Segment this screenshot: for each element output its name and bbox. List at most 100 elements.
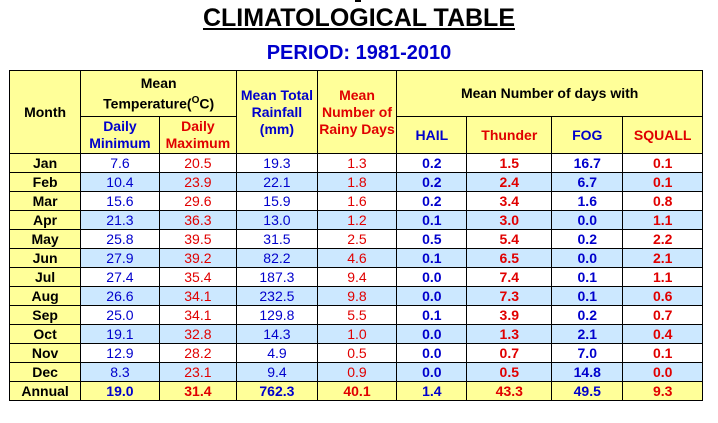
- max-cell: 35.4: [158, 267, 238, 287]
- rainy-cell: 1.2: [316, 210, 398, 230]
- table-row: Apr 21.3 36.3 13.0 1.2 0.1 3.0 0.0 1.1: [8, 210, 703, 230]
- hail-cell: 0.2: [396, 191, 468, 211]
- min-cell: 25.8: [80, 229, 160, 249]
- hail-cell: 0.1: [396, 210, 468, 230]
- table-row: Dec 8.3 23.1 9.4 0.9 0.0 0.5 14.8 0.0: [8, 362, 703, 382]
- annual-hail: 1.4: [396, 381, 468, 401]
- rainy-cell: 1.8: [316, 172, 398, 192]
- header-squall: SQUALL: [622, 116, 703, 154]
- squall-cell: 2.1: [622, 248, 703, 268]
- min-cell: 21.3: [80, 210, 160, 230]
- fog-cell: 1.6: [551, 191, 624, 211]
- rain-cell: 19.3: [236, 153, 318, 173]
- fog-cell: 16.7: [551, 153, 624, 173]
- rain-cell: 4.9: [236, 343, 318, 363]
- max-cell: 34.1: [158, 286, 238, 306]
- fog-cell: 0.1: [551, 267, 624, 287]
- top-mark: [355, 0, 361, 2]
- fog-cell: 0.0: [551, 210, 624, 230]
- month-cell: Aug: [8, 286, 82, 306]
- fog-cell: 2.1: [551, 324, 624, 344]
- hail-cell: 0.0: [396, 286, 468, 306]
- header-month: Month: [8, 70, 82, 154]
- table-row: Feb 10.4 23.9 22.1 1.8 0.2 2.4 6.7 0.1: [8, 172, 703, 192]
- min-cell: 19.1: [80, 324, 160, 344]
- max-cell: 23.1: [158, 362, 238, 382]
- rainy-cell: 1.0: [316, 324, 398, 344]
- thunder-cell: 7.3: [466, 286, 553, 306]
- thunder-cell: 3.9: [466, 305, 553, 325]
- min-cell: 27.9: [80, 248, 160, 268]
- header-mean-temp-line1: Mean: [140, 74, 177, 91]
- min-cell: 12.9: [80, 343, 160, 363]
- hail-cell: 0.0: [396, 343, 468, 363]
- rain-cell: 15.9: [236, 191, 318, 211]
- min-cell: 25.0: [80, 305, 160, 325]
- hail-cell: 0.0: [396, 362, 468, 382]
- thunder-cell: 3.0: [466, 210, 553, 230]
- rain-cell: 187.3: [236, 267, 318, 287]
- max-cell: 39.2: [158, 248, 238, 268]
- max-cell: 20.5: [158, 153, 238, 173]
- header-daily-max: Daily Maximum: [158, 116, 238, 154]
- table-row: Nov 12.9 28.2 4.9 0.5 0.0 0.7 7.0 0.1: [8, 343, 703, 363]
- thunder-cell: 2.4: [466, 172, 553, 192]
- table-row: Jul 27.4 35.4 187.3 9.4 0.0 7.4 0.1 1.1: [8, 267, 703, 287]
- rainy-cell: 4.6: [316, 248, 398, 268]
- fog-cell: 0.2: [551, 229, 624, 249]
- fog-cell: 7.0: [551, 343, 624, 363]
- month-cell: Sep: [8, 305, 82, 325]
- max-cell: 32.8: [158, 324, 238, 344]
- thunder-cell: 7.4: [466, 267, 553, 287]
- month-cell: Jan: [8, 153, 82, 173]
- hail-cell: 0.0: [396, 267, 468, 287]
- table-row: May 25.8 39.5 31.5 2.5 0.5 5.4 0.2 2.2: [8, 229, 703, 249]
- rainy-cell: 1.3: [316, 153, 398, 173]
- month-cell: Feb: [8, 172, 82, 192]
- rain-cell: 13.0: [236, 210, 318, 230]
- annual-label: Annual: [8, 381, 82, 401]
- month-cell: Mar: [8, 191, 82, 211]
- month-cell: Nov: [8, 343, 82, 363]
- max-cell: 29.6: [158, 191, 238, 211]
- header-mean-temp-line2: Temperature(: [103, 95, 192, 112]
- hail-cell: 0.1: [396, 305, 468, 325]
- header-thunder: Thunder: [466, 116, 553, 154]
- squall-cell: 0.1: [622, 172, 703, 192]
- thunder-cell: 5.4: [466, 229, 553, 249]
- thunder-cell: 1.5: [466, 153, 553, 173]
- month-cell: Jun: [8, 248, 82, 268]
- squall-cell: 0.1: [622, 153, 703, 173]
- fog-cell: 0.2: [551, 305, 624, 325]
- period-label: PERIOD: 1981-2010: [266, 42, 452, 64]
- squall-cell: 2.2: [622, 229, 703, 249]
- thunder-cell: 1.3: [466, 324, 553, 344]
- header-mean-temperature: Mean Temperature(OC): [80, 70, 238, 117]
- thunder-cell: 6.5: [466, 248, 553, 268]
- min-cell: 15.6: [80, 191, 160, 211]
- header-fog: FOG: [551, 116, 624, 154]
- month-cell: May: [8, 229, 82, 249]
- header-mean-temp-unit-sup: O: [191, 94, 200, 106]
- fog-cell: 6.7: [551, 172, 624, 192]
- max-cell: 36.3: [158, 210, 238, 230]
- min-cell: 8.3: [80, 362, 160, 382]
- max-cell: 28.2: [158, 343, 238, 363]
- hail-cell: 0.1: [396, 248, 468, 268]
- header-days-with: Mean Number of days with: [396, 70, 703, 117]
- header-rainy-days: Mean Number of Rainy Days: [316, 70, 398, 154]
- rainy-cell: 9.4: [316, 267, 398, 287]
- table-row: Jan 7.6 20.5 19.3 1.3 0.2 1.5 16.7 0.1: [8, 153, 703, 173]
- squall-cell: 0.8: [622, 191, 703, 211]
- annual-fog: 49.5: [551, 381, 624, 401]
- max-cell: 39.5: [158, 229, 238, 249]
- rainy-cell: 0.9: [316, 362, 398, 382]
- annual-squall: 9.3: [622, 381, 703, 401]
- annual-min: 19.0: [80, 381, 160, 401]
- min-cell: 27.4: [80, 267, 160, 287]
- hail-cell: 0.0: [396, 324, 468, 344]
- annual-thunder: 43.3: [466, 381, 553, 401]
- rain-cell: 31.5: [236, 229, 318, 249]
- rainy-cell: 2.5: [316, 229, 398, 249]
- min-cell: 10.4: [80, 172, 160, 192]
